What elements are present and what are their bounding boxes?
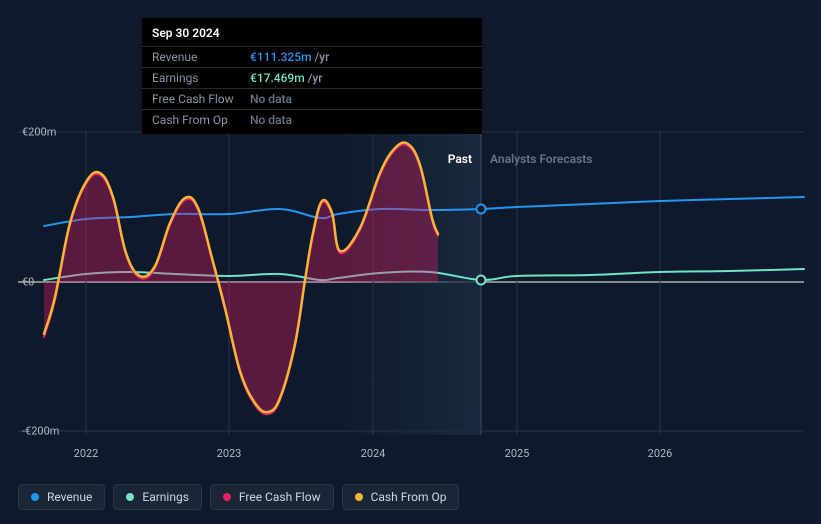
legend-dot-icon xyxy=(223,493,231,501)
tooltip-row: Cash From OpNo data xyxy=(142,109,482,130)
x-tick-label: 2023 xyxy=(217,447,242,460)
tooltip-row-unit: /yr xyxy=(308,71,323,85)
legend-item-label: Cash From Op xyxy=(371,490,447,504)
legend-item-label: Free Cash Flow xyxy=(239,490,321,504)
legend-item-revenue[interactable]: Revenue xyxy=(18,484,105,510)
section-label: Past xyxy=(448,152,472,166)
legend-dot-icon xyxy=(355,493,363,501)
tooltip-title: Sep 30 2024 xyxy=(142,26,482,46)
x-tick-label: 2025 xyxy=(505,447,530,460)
legend-item-earnings[interactable]: Earnings xyxy=(113,484,202,510)
tooltip-row-label: Revenue xyxy=(152,50,250,64)
legend-dot-icon xyxy=(126,493,134,501)
chart-tooltip: Sep 30 2024 Revenue€111.325m/yrEarnings€… xyxy=(142,18,482,134)
tooltip-row-value: €111.325m/yr xyxy=(250,50,329,64)
section-label: Analysts Forecasts xyxy=(490,152,592,166)
legend-item-cfo[interactable]: Cash From Op xyxy=(342,484,460,510)
chart-legend: Revenue Earnings Free Cash Flow Cash From O… xyxy=(18,484,459,510)
tooltip-row-unit: /yr xyxy=(315,50,330,64)
x-tick-label: 2024 xyxy=(361,447,386,460)
legend-item-label: Earnings xyxy=(142,490,189,504)
y-tick-label: €200m xyxy=(22,126,56,139)
legend-dot-icon xyxy=(31,493,39,501)
tooltip-row-label: Free Cash Flow xyxy=(152,92,250,106)
legend-item-label: Revenue xyxy=(47,490,92,504)
x-tick-label: 2022 xyxy=(74,447,99,460)
legend-item-fcf[interactable]: Free Cash Flow xyxy=(210,484,334,510)
tooltip-row: Revenue€111.325m/yr xyxy=(142,46,482,67)
x-tick-label: 2026 xyxy=(648,447,673,460)
tooltip-row: Earnings€17.469m/yr xyxy=(142,67,482,88)
tooltip-row: Free Cash FlowNo data xyxy=(142,88,482,109)
y-tick-label: -€200m xyxy=(22,425,59,438)
tooltip-row-label: Earnings xyxy=(152,71,250,85)
tooltip-row-value: No data xyxy=(250,113,295,127)
tooltip-row-label: Cash From Op xyxy=(152,113,250,127)
tooltip-row-value: No data xyxy=(250,92,295,106)
y-tick-label: €0 xyxy=(22,276,34,289)
tooltip-row-value: €17.469m/yr xyxy=(250,71,323,85)
